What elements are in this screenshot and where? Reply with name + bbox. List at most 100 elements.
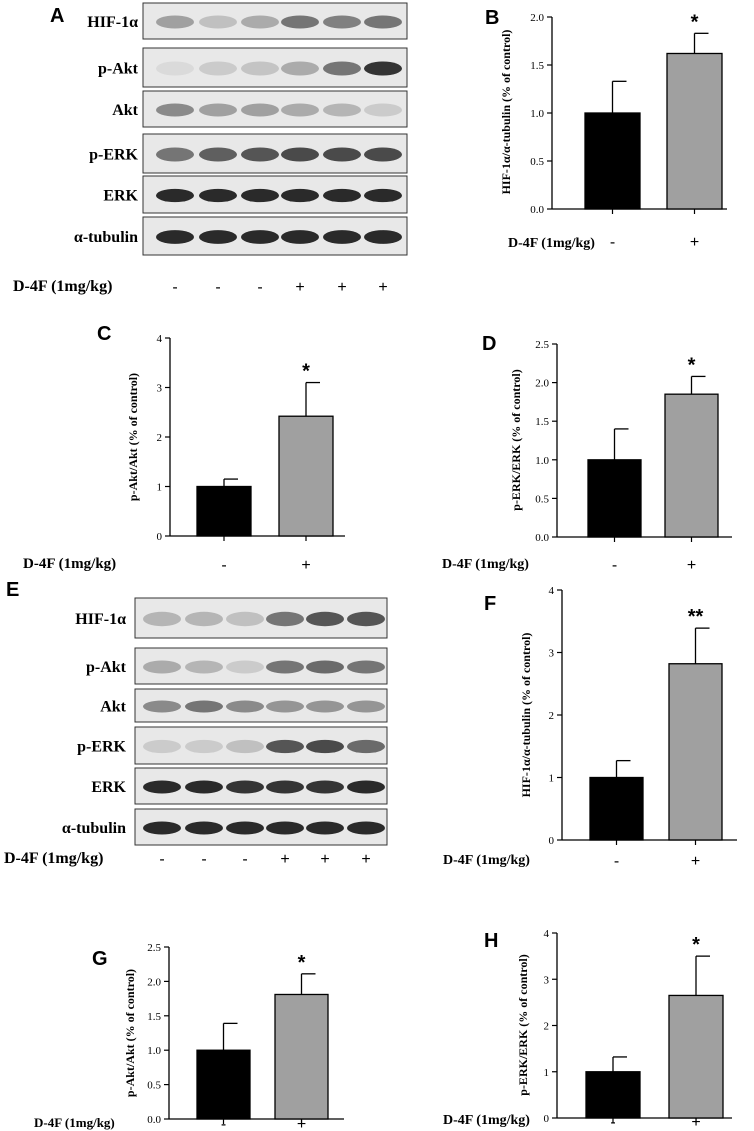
blot-band [226,821,264,835]
blot-band [156,103,194,117]
blot-band [281,15,319,29]
bar-control [196,485,252,537]
bar-control [587,459,642,538]
panel-letter-A: A [50,5,64,27]
lane-sign: - [201,851,206,868]
blot-band [185,660,223,674]
blot-band [347,780,385,794]
panel-letter-C: C [97,323,111,345]
blot-row-label: p-ERK [77,739,126,756]
y-tick-label: 3 [549,648,555,660]
blot-band [156,15,194,29]
y-tick-label: 1.5 [147,1011,161,1023]
lane-sign: + [320,851,329,868]
blot-band [156,230,194,244]
significance-marker: * [298,952,306,974]
y-tick-label: 2 [549,710,555,722]
y-tick-label: 0 [544,1113,550,1125]
lane-sign: + [337,279,346,296]
y-tick-label: 1 [549,773,555,785]
significance-marker: * [302,361,310,383]
bar-treated [274,993,329,1120]
significance-marker: * [692,934,700,956]
western-blot-A: A HIF-1α p-Akt Akt p-ERK ERK α-tubulin D-4F (1m… [13,2,408,296]
y-axis-label: p-ERK/ERK (% of control) [516,954,530,1095]
blot-band [199,61,237,76]
blot-band [185,611,223,627]
x-tick-label: + [691,1114,700,1131]
significance-marker: * [688,354,696,376]
x-axis-label: D-4F (1mg/kg) [442,557,529,572]
y-tick-label: 1 [544,1067,550,1079]
bar-chart-B: B 0.0 0.5 1.0 1.5 2.0 HIF-1α/α-tubulin (% of c… [485,7,727,251]
blot-band [266,660,304,674]
blot-band [281,230,319,244]
blot-band [347,821,385,835]
blot-row-label: α-tubulin [62,820,126,837]
blot-row-label: HIF-1α [75,611,126,628]
blot-band [199,147,237,162]
blot-band [143,821,181,835]
blot-band [241,230,279,244]
blot-band [226,700,264,713]
x-tick-label: + [687,557,696,574]
blot-band [226,780,264,794]
blot-row-label: ERK [103,188,138,205]
blot-band [156,147,194,162]
bar-chart-F: F 0 1 2 3 4 HIF-1α/α-tubulin (% of control) - + *… [443,585,737,870]
blot-row-label: ERK [91,779,126,796]
bar-treated [278,415,334,537]
blot-band [241,103,279,117]
blot-band [306,660,344,674]
bar-chart-G: G 0.0 0.5 1.0 1.5 2.0 2.5 p-Akt/Akt (% of contr… [34,942,344,1131]
y-tick-label: 4 [549,585,555,597]
blot-band [364,61,402,76]
blot-band [226,660,264,674]
bar-treated [668,994,724,1119]
x-tick-label: - [221,557,226,574]
treatment-label: D-4F (1mg/kg) [13,278,112,295]
y-tick-label: 0.0 [530,204,544,216]
bar-treated [666,52,723,210]
y-tick-label: 1.5 [535,416,549,428]
x-tick-label: - [614,853,619,870]
blot-band [143,660,181,674]
blot-band [323,230,361,244]
y-tick-label: 1.5 [530,60,544,72]
panel-letter-D: D [482,333,496,355]
lane-sign: - [215,279,220,296]
lane-sign: - [159,851,164,868]
blot-band [306,700,344,713]
y-tick-label: 1 [157,482,163,494]
bar-chart-C: C 0 1 2 3 4 p-Akt/Akt (% of control) - + * D-4F (1… [23,323,345,574]
blot-band [143,700,181,713]
x-tick-label: + [301,557,310,574]
blot-band [364,103,402,117]
x-axis-label: D-4F (1mg/kg) [34,1115,115,1130]
blot-band [364,147,402,162]
lane-sign: - [172,279,177,296]
blot-row-label: p-Akt [98,61,139,78]
y-tick-label: 2.5 [147,942,161,954]
blot-band [241,61,279,76]
blot-band [281,147,319,162]
y-tick-label: 0.5 [535,493,549,505]
panel-letter-E: E [6,579,19,601]
y-tick-label: 2.5 [535,339,549,351]
y-tick-label: 0.5 [530,156,544,168]
x-tick-label: + [297,1116,306,1131]
bar-control [196,1049,251,1120]
blot-band [323,15,361,29]
y-axis-label: p-Akt/Akt (% of control) [123,969,137,1097]
blot-band [266,739,304,754]
blot-band [364,230,402,244]
bar-treated [668,663,723,841]
y-axis-label: p-ERK/ERK (% of control) [509,369,523,510]
blot-band [199,188,237,203]
blot-row-label: Akt [112,102,138,119]
x-axis-label: D-4F (1mg/kg) [443,1113,530,1128]
lane-sign: - [242,851,247,868]
blot-row-label: Akt [100,699,126,716]
y-tick-label: 3 [157,383,163,395]
blot-band [347,660,385,674]
